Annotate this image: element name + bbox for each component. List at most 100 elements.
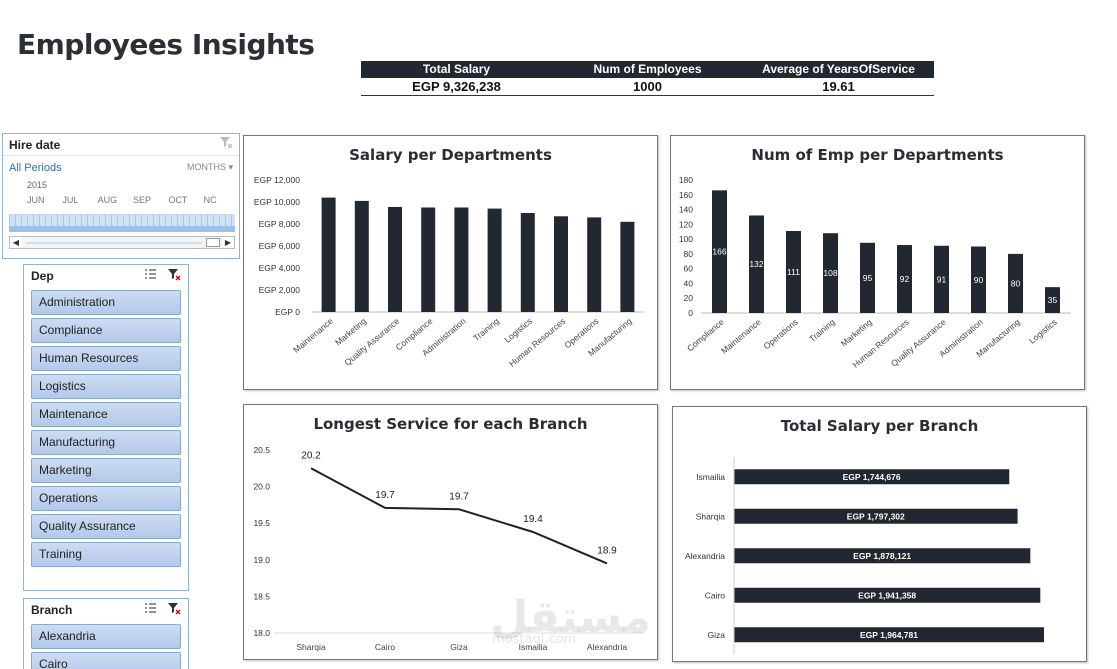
x-tick-label: Maintenance — [291, 316, 335, 355]
bar — [934, 245, 949, 313]
bar — [749, 215, 764, 313]
bar — [421, 207, 436, 312]
bar — [388, 206, 402, 312]
bar — [823, 233, 838, 313]
data-label: 19.7 — [449, 491, 469, 502]
y-tick-label: 120 — [679, 219, 693, 229]
data-label: EGP 1,964,781 — [860, 630, 918, 640]
data-label: 90 — [974, 275, 984, 285]
bar — [734, 508, 1018, 524]
timeline-month[interactable]: OCT — [168, 195, 188, 205]
x-tick-label: Training — [471, 316, 501, 343]
y-tick-label: 18.0 — [253, 628, 270, 638]
timeline-year: 2015 — [27, 180, 48, 190]
x-tick-label: Alexandria — [587, 642, 627, 652]
slicer-item-quality-assurance[interactable]: Quality Assurance — [31, 514, 181, 539]
y-tick-label: 100 — [679, 234, 693, 244]
timeline-month[interactable]: SEP — [132, 195, 151, 205]
emp-per-dept-svg: 020406080100120140160180166Compliance132… — [679, 175, 1071, 370]
y-tick-label: 18.5 — [253, 591, 270, 601]
data-label: 132 — [749, 259, 763, 269]
bar — [454, 207, 469, 312]
clear-filter-icon[interactable] — [167, 602, 181, 618]
data-label: 18.9 — [597, 545, 617, 556]
multi-select-icon[interactable] — [144, 268, 157, 284]
bar — [734, 627, 1044, 643]
hire-date-timeline[interactable]: Hire date All Periods MONTHS ▾ 2015 JUN … — [2, 133, 240, 259]
kpi-header-num-employees: Num of Employees — [593, 62, 702, 76]
slicer-item-human-resources[interactable]: Human Resources — [31, 346, 181, 371]
slicer-item-operations[interactable]: Operations — [31, 486, 181, 511]
longest-service-chart[interactable]: Longest Service for each Branch 18.0 18.5… — [243, 404, 658, 660]
timeline-level-label: MONTHS — [186, 162, 226, 172]
emp-per-dept-chart[interactable]: Num of Emp per Departments 0 20 40 60 80 100 1… — [670, 135, 1085, 390]
data-label: 111 — [787, 267, 800, 277]
y-tick-label: 20.5 — [253, 445, 270, 455]
y-tick-label: 160 — [679, 190, 693, 200]
scroll-track — [26, 242, 202, 244]
y-tick-label: EGP 4,000 — [259, 263, 301, 273]
timeline-month[interactable]: NC — [203, 195, 217, 205]
scroll-thumb[interactable] — [206, 238, 220, 247]
slicer-item-training[interactable]: Training — [31, 542, 181, 567]
y-tick-label: EGP 6,000 — [259, 241, 301, 251]
slicer-item-manufacturing[interactable]: Manufacturing — [31, 430, 181, 455]
data-label: 19.4 — [523, 514, 543, 525]
bar — [786, 230, 801, 313]
y-tick-label: EGP 8,000 — [259, 219, 301, 229]
chevron-down-icon: ▾ — [228, 162, 233, 172]
kpi-value-avg-service: 19.61 — [822, 79, 855, 94]
kpi-header-row: Total Salary Num of Employees Average of… — [361, 61, 934, 78]
timeline-header: Hire date — [3, 134, 239, 156]
salary-per-dept-chart[interactable]: Salary per Departments EGP 0 EGP 2,000 EGP… — [243, 135, 658, 390]
kpi-value-total-salary: EGP 9,326,238 — [412, 79, 501, 94]
x-tick-label: Training — [807, 317, 837, 344]
timeline-scrollbar[interactable]: ◀ ▶ — [9, 236, 235, 249]
dep-slicer: Dep Administration Compliance Human Reso… — [23, 264, 189, 591]
slicer-item-maintenance[interactable]: Maintenance — [31, 402, 181, 427]
x-tick-label: Maintenance — [719, 317, 763, 356]
data-label: 80 — [1011, 278, 1021, 288]
clear-filter-icon[interactable] — [219, 135, 233, 154]
dep-slicer-title: Dep — [31, 269, 54, 283]
y-tick-label: EGP 12,000 — [254, 175, 300, 185]
data-label: EGP 1,797,302 — [847, 511, 905, 521]
all-periods-label[interactable]: All Periods — [9, 162, 62, 174]
salary-per-dept-svg: EGP 0 EGP 2,000 EGP 4,000 EGP 6,000 EGP 8,00… — [254, 175, 644, 369]
data-label: EGP 1,878,121 — [853, 551, 911, 561]
x-tick-label: Logistics — [502, 316, 534, 345]
bar — [860, 242, 875, 313]
bar — [734, 469, 1010, 485]
multi-select-icon[interactable] — [144, 602, 157, 618]
scroll-left-icon[interactable]: ◀ — [10, 237, 22, 248]
bar — [734, 587, 1041, 603]
slicer-item-compliance[interactable]: Compliance — [31, 318, 181, 343]
y-tick-label: 60 — [684, 264, 694, 274]
y-tick-label: 40 — [684, 278, 694, 288]
slicer-item-alexandria[interactable]: Alexandria — [31, 624, 181, 649]
bar — [734, 548, 1031, 564]
y-tick-label: Cairo — [705, 590, 726, 600]
data-label: 91 — [937, 274, 947, 284]
data-label: 108 — [823, 268, 837, 278]
y-tick-label: 140 — [679, 205, 693, 215]
salary-per-branch-chart[interactable]: Total Salary per Branch Ismailia EGP 1,74… — [672, 406, 1087, 662]
slicer-item-cairo[interactable]: Cairo — [31, 652, 181, 669]
bar — [354, 200, 369, 312]
data-label: 20.2 — [301, 450, 321, 461]
slicer-item-logistics[interactable]: Logistics — [31, 374, 181, 399]
bar — [520, 213, 535, 312]
timeline-month[interactable]: JUL — [62, 195, 79, 205]
y-tick-label: Sharqia — [696, 511, 726, 521]
kpi-header-total-salary: Total Salary — [422, 62, 491, 76]
y-tick-label: Giza — [708, 630, 726, 640]
scroll-right-icon[interactable]: ▶ — [222, 237, 234, 248]
timeline-selection-bar[interactable] — [9, 214, 235, 232]
slicer-item-marketing[interactable]: Marketing — [31, 458, 181, 483]
timeline-month[interactable]: JUN — [27, 195, 45, 205]
watermark-logo: مستقل — [490, 592, 651, 643]
timeline-month[interactable]: AUG — [97, 195, 118, 205]
slicer-item-administration[interactable]: Administration — [31, 290, 181, 315]
clear-filter-icon[interactable] — [167, 268, 181, 284]
timeline-level-dropdown[interactable]: MONTHS ▾ — [187, 162, 233, 174]
